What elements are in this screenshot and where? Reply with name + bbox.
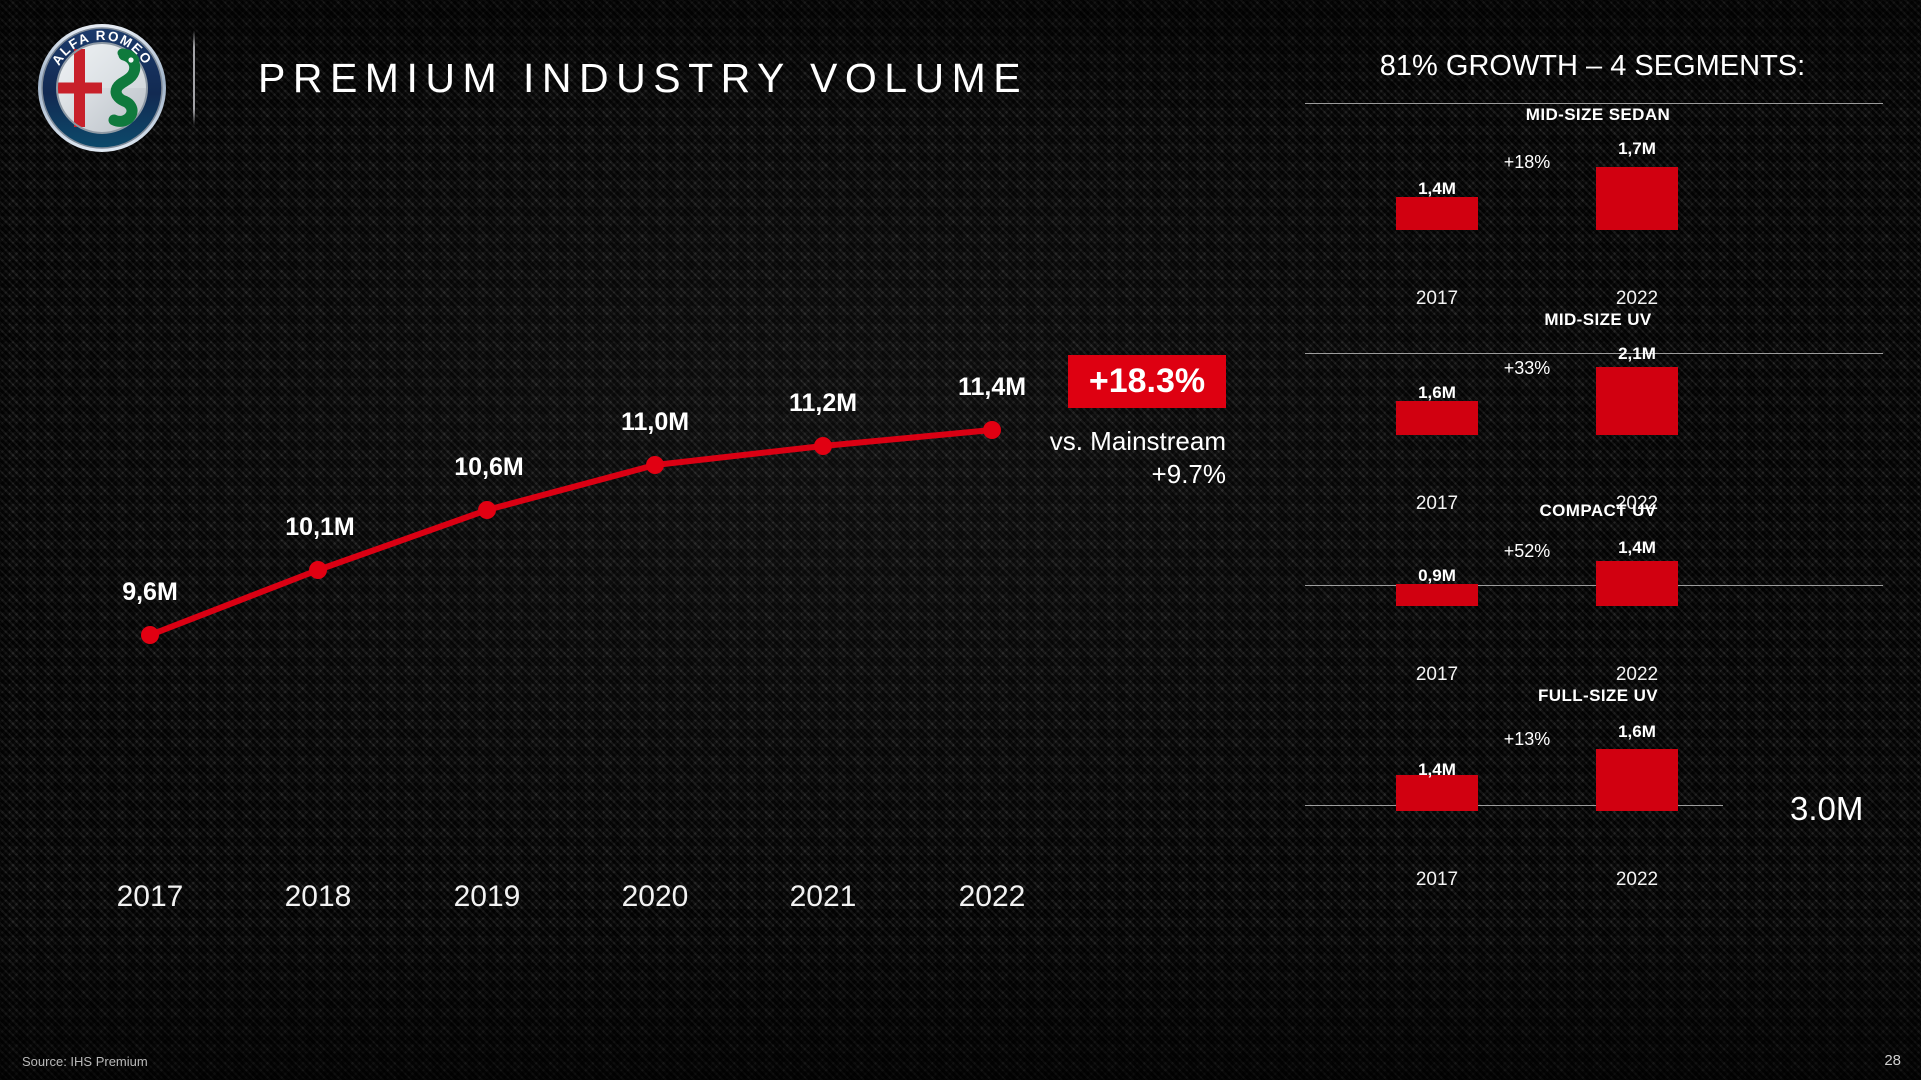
comparison-line-2: +9.7%	[1151, 459, 1226, 490]
premium-industry-volume-line-chart: 9,6M 10,1M 10,6M 11,0M 11,2M 11,4M 2017 …	[0, 180, 1290, 940]
point-label-2018: 10,1M	[285, 513, 355, 541]
growth-full-size-uv: +13%	[1503, 729, 1551, 749]
growth-badge: +18.3%	[1068, 355, 1226, 408]
axis-year-2022: 2022	[958, 880, 1026, 913]
growth-comparison: vs. Mainstream +9.7%	[1010, 425, 1226, 492]
data-point-2020	[646, 456, 664, 474]
heading-divider	[1305, 103, 1883, 104]
point-label-2022: 11,4M	[957, 373, 1027, 401]
segment-title-mid-size-sedan: MID-SIZE SEDAN	[1525, 105, 1671, 124]
axis-year-2017: 2017	[116, 880, 184, 913]
bar-year-mid-size-uv-2017: 2017	[1415, 493, 1459, 514]
growth-mid-size-uv: +33%	[1503, 358, 1551, 378]
bar-value-mid-size-uv-2022: 2,1M	[1618, 344, 1656, 363]
segment-divider-1	[1305, 353, 1883, 354]
point-label-2021: 11,2M	[788, 389, 858, 417]
point-label-2017: 9,6M	[122, 578, 178, 606]
uv-group-brace	[0, 0, 300, 150]
bar-mid-size-uv-2017	[1396, 401, 1478, 435]
bar-value-mid-size-sedan-2022: 1,7M	[1618, 139, 1656, 158]
axis-year-2018: 2018	[284, 880, 352, 913]
bar-compact-uv-2022	[1596, 561, 1678, 606]
uv-group-total-label: 3.0M	[1790, 790, 1864, 827]
bar-year-mid-size-uv-2022: 2022	[1615, 493, 1659, 514]
bar-value-compact-uv-2017: 0,9M	[1418, 566, 1456, 585]
axis-year-2019: 2019	[453, 880, 521, 913]
data-point-2018	[309, 561, 327, 579]
volume-trend-line	[147, 427, 995, 638]
segment-divider-2	[1305, 585, 1883, 586]
point-label-2019: 10,6M	[454, 453, 524, 481]
alfa-romeo-logo: ALFA ROMEO	[36, 22, 168, 154]
segment-title-compact-uv: COMPACT UV	[1539, 501, 1657, 520]
bar-year-compact-uv-2022: 2022	[1615, 664, 1659, 685]
page-number: 28	[1884, 1052, 1901, 1069]
page-title: PREMIUM INDUSTRY VOLUME	[258, 55, 1029, 101]
bar-value-mid-size-sedan-2017: 1,4M	[1418, 179, 1456, 198]
bar-full-size-uv-2017	[1396, 775, 1478, 811]
bar-value-full-size-uv-2022: 1,6M	[1618, 722, 1656, 741]
bar-value-full-size-uv-2017: 1,4M	[1418, 760, 1456, 779]
data-point-2022	[983, 421, 1001, 439]
comparison-line-1: vs. Mainstream	[1049, 426, 1226, 456]
data-point-2021	[814, 437, 832, 455]
bar-compact-uv-2017	[1396, 584, 1478, 606]
data-point-2019	[478, 501, 496, 519]
bar-year-mid-size-sedan-2022: 2022	[1615, 288, 1659, 309]
bar-full-size-uv-2022	[1596, 749, 1678, 811]
bar-mid-size-uv-2022	[1596, 367, 1678, 435]
source-note: Source: IHS Premium	[22, 1054, 148, 1069]
growth-mid-size-sedan: +18%	[1503, 152, 1551, 172]
bar-mid-size-sedan-2017	[1396, 197, 1478, 230]
bar-value-compact-uv-2022: 1,4M	[1618, 538, 1656, 557]
axis-year-2020: 2020	[621, 880, 689, 913]
segment-title-full-size-uv: FULL-SIZE UV	[1537, 686, 1658, 705]
bar-value-mid-size-uv-2017: 1,6M	[1418, 383, 1456, 402]
axis-year-2021: 2021	[789, 880, 857, 913]
segment-title-mid-size-uv: MID-SIZE UV	[1544, 310, 1652, 329]
title-separator	[193, 30, 195, 126]
segments-heading: 81% GROWTH – 4 SEGMENTS:	[1379, 50, 1806, 82]
bar-year-full-size-uv-2022: 2022	[1615, 869, 1659, 890]
bar-mid-size-sedan-2022	[1596, 167, 1678, 230]
bar-year-full-size-uv-2017: 2017	[1415, 869, 1459, 890]
line-chart-svg	[141, 421, 1001, 644]
bar-year-compact-uv-2017: 2017	[1415, 664, 1459, 685]
segment-divider-3	[1305, 805, 1723, 806]
bar-year-mid-size-sedan-2017: 2017	[1415, 288, 1459, 309]
point-label-2020: 11,0M	[620, 408, 690, 436]
growth-compact-uv: +52%	[1503, 541, 1551, 561]
data-point-2017	[141, 626, 159, 644]
